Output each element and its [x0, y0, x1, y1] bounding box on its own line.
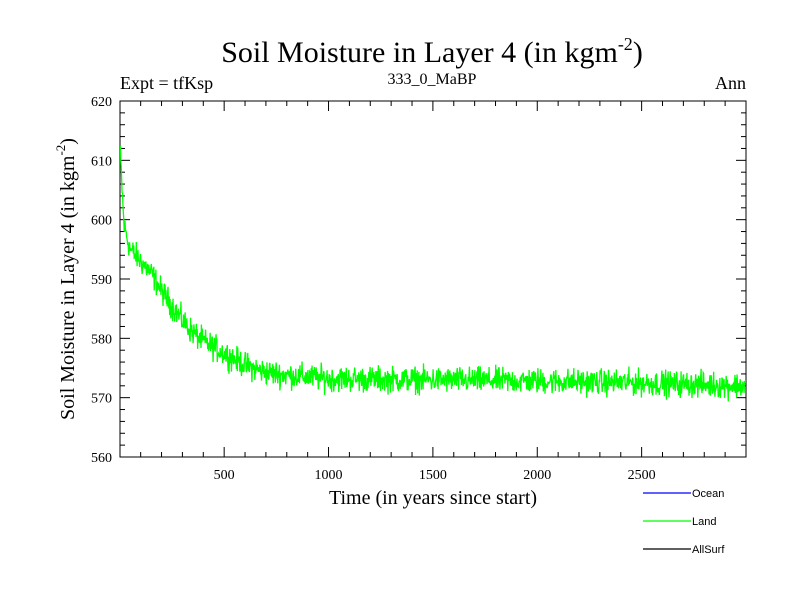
tick-labels: 500 1000 1500 2000 2500 560 570 580 590 600 610 620	[91, 95, 656, 483]
season-label: Ann	[715, 73, 746, 93]
x-tick-label: 2000	[523, 468, 551, 483]
plot-frame	[119, 100, 747, 458]
legend-label-land: Land	[692, 516, 716, 528]
y-tick-label: 620	[91, 95, 112, 110]
y-tick-label: 600	[91, 214, 112, 229]
expt-label: Expt = tfKsp	[120, 73, 213, 93]
chart-title: Soil Moisture in Layer 4 (in kgm-2)	[221, 34, 643, 69]
series-layer	[120, 145, 746, 402]
y-tick-label: 610	[91, 154, 112, 169]
y-axis-label: Soil Moisture in Layer 4 (in kgm-2)	[53, 138, 79, 420]
y-tick-label: 590	[91, 273, 112, 288]
x-tick-label: 2500	[628, 468, 656, 483]
x-axis-label: Time (in years since start)	[329, 487, 537, 509]
series-line-land	[120, 145, 746, 402]
x-tick-label: 1500	[419, 468, 447, 483]
y-tick-label: 570	[91, 392, 112, 407]
y-tick-label: 580	[91, 332, 112, 347]
axis-ticks	[120, 100, 746, 458]
x-tick-label: 500	[214, 468, 235, 483]
y-tick-label: 560	[91, 451, 112, 466]
x-tick-label: 1000	[315, 468, 343, 483]
legend-label-allsurf: AllSurf	[692, 544, 725, 556]
chart-subtitle: 333_0_MaBP	[388, 71, 477, 88]
legend: Ocean Land AllSurf	[643, 488, 725, 556]
legend-label-ocean: Ocean	[692, 488, 724, 500]
